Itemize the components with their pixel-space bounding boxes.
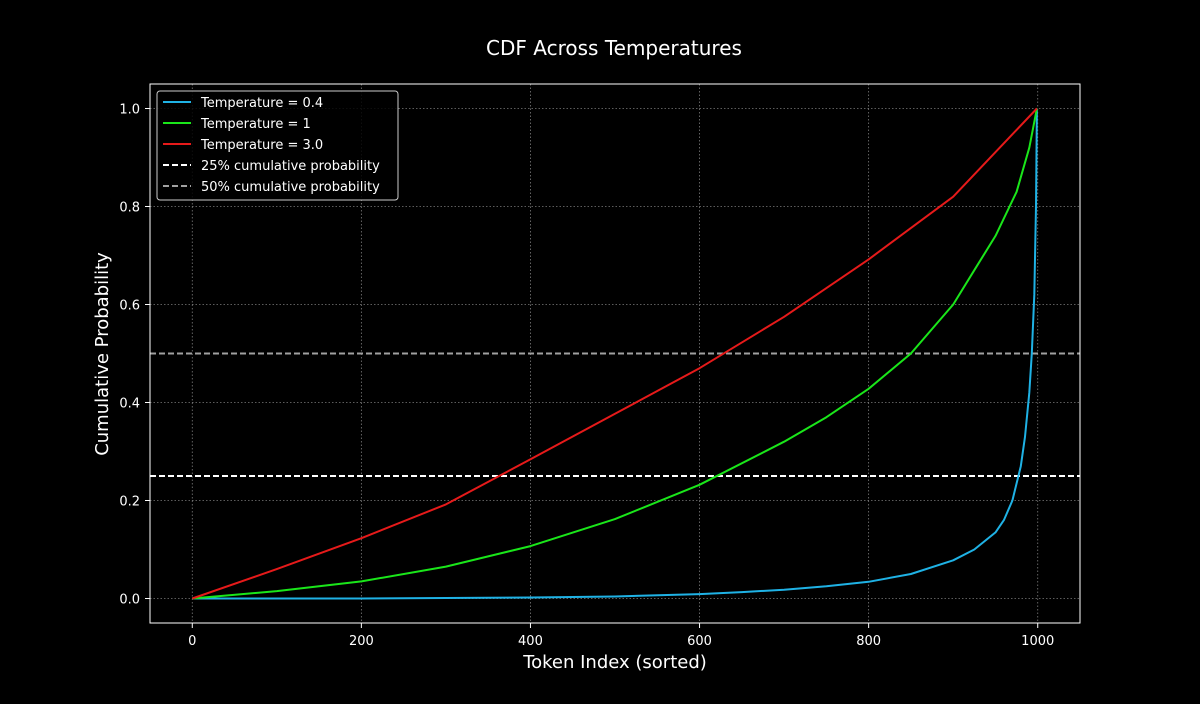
x-tick-label: 800 xyxy=(856,634,881,649)
y-tick-label: 0.6 xyxy=(119,299,140,314)
series-lines xyxy=(191,107,1038,600)
legend-label: Temperature = 3.0 xyxy=(200,138,323,153)
plot-frame xyxy=(149,83,1081,624)
y-tick-label: 1.0 xyxy=(119,103,140,118)
y-axis-label: Cumulative Probability xyxy=(92,252,113,456)
legend-box xyxy=(156,90,399,201)
x-tick-label: 600 xyxy=(687,634,712,649)
y-tick-label: 0.4 xyxy=(119,397,140,412)
legend-label: Temperature = 1 xyxy=(200,117,311,132)
x-tick-label: 400 xyxy=(518,634,543,649)
y-tick-label: 0.2 xyxy=(119,495,140,510)
chart-title: CDF Across Temperatures xyxy=(486,36,742,60)
x-tick-label: 0 xyxy=(188,634,196,649)
x-tick-label: 200 xyxy=(349,634,374,649)
reference-lines xyxy=(150,352,1080,477)
axis-ticks: 0 200 400 600 800 1000 0.0 0.2 0.4 0.6 0.8 1.0 xyxy=(119,103,1054,650)
series-line xyxy=(191,107,1038,600)
x-tick-label: 1000 xyxy=(1021,634,1054,649)
series-line xyxy=(192,108,1038,600)
legend-label: 25% cumulative probability xyxy=(201,159,380,174)
legend-label: Temperature = 0.4 xyxy=(200,96,323,111)
series-line xyxy=(192,108,1038,600)
x-axis-label: Token Index (sorted) xyxy=(522,652,707,673)
y-tick-label: 0.0 xyxy=(119,593,140,608)
legend-label: 50% cumulative probability xyxy=(201,180,380,195)
legend: Temperature = 0.4 Temperature = 1 Temperat… xyxy=(156,90,399,201)
y-tick-label: 0.8 xyxy=(119,201,140,216)
